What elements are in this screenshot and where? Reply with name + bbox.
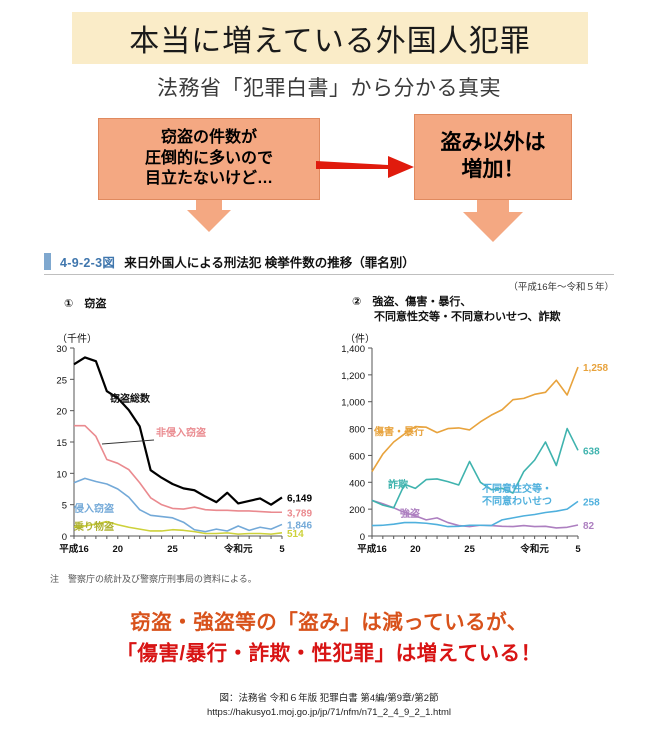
- svg-text:638: 638: [583, 446, 600, 457]
- source-line2: https://hakusyo1.moj.go.jp/jp/71/nfm/n71…: [207, 707, 451, 719]
- svg-text:不同意性交等・: 不同意性交等・: [482, 482, 552, 495]
- red-arrow-icon: [316, 152, 416, 187]
- callout-right-stem: [477, 200, 509, 212]
- svg-text:不同意わいせつ: 不同意わいせつ: [482, 495, 552, 508]
- svg-text:令和元: 令和元: [519, 543, 549, 555]
- conclusion-line2: 「傷害/暴行・詐欺・性犯罪」は増えている！: [116, 641, 542, 665]
- page-subtitle: 法務省「犯罪白書」から分かる真実: [157, 76, 501, 100]
- figure-number: 4-9-2-3図: [60, 256, 116, 270]
- panel2-unit: （件）: [345, 334, 375, 345]
- figure-accent-bar: [44, 253, 51, 270]
- conclusion-line1: 窃盗・強盗等の「盗み」は減っているが、: [130, 611, 528, 634]
- svg-text:400: 400: [349, 478, 365, 489]
- svg-text:強盗: 強盗: [400, 507, 420, 520]
- svg-text:0: 0: [62, 532, 67, 543]
- callout-right-down-arrow-icon: [463, 212, 523, 242]
- callout-right: 盗み以外は 増加！: [414, 114, 572, 242]
- svg-text:1,200: 1,200: [341, 371, 365, 382]
- callout-left-stem: [196, 200, 222, 210]
- svg-text:5: 5: [279, 544, 285, 555]
- figure-header: 4-9-2-3図 来日外国人による刑法犯 検挙件数の推移（罪名別）: [44, 252, 614, 271]
- chart-other-crimes: 0 200 400 600 800 1,000 1,200 1,400 平成16 20 25 令和元 5…: [332, 340, 622, 567]
- svg-text:6,149: 6,149: [287, 493, 312, 504]
- title-band: 本当に増えている外国人犯罪: [72, 12, 588, 64]
- svg-text:侵入窃盗: 侵入窃盗: [73, 502, 114, 515]
- svg-text:0: 0: [360, 532, 365, 543]
- svg-text:258: 258: [583, 497, 600, 508]
- callout-left: 窃盗の件数が 圧倒的に多いので 目立たないけど…: [98, 118, 320, 232]
- callout-left-line3: 目立たないけど…: [144, 170, 273, 188]
- figure-period: （平成16年～令和５年）: [508, 282, 614, 293]
- svg-text:非侵入窃盗: 非侵入窃盗: [156, 426, 206, 439]
- figure-note: 注 警察庁の統計及び警察庁刑事局の資料による。: [50, 574, 257, 584]
- svg-text:1,400: 1,400: [341, 344, 365, 355]
- figure-title: 来日外国人による刑法犯 検挙件数の推移（罪名別）: [124, 256, 415, 270]
- panel1-unit: （千件）: [57, 334, 97, 345]
- svg-text:傷害・暴行: 傷害・暴行: [373, 425, 424, 438]
- svg-text:3,789: 3,789: [287, 508, 312, 519]
- panel2-label-line2: 不同意性交等・不同意わいせつ、詐欺: [352, 310, 561, 323]
- svg-text:平成16: 平成16: [357, 543, 387, 555]
- callout-right-line1: 盗み以外は: [440, 131, 546, 155]
- svg-text:20: 20: [113, 544, 124, 555]
- svg-text:15: 15: [56, 438, 67, 449]
- svg-text:600: 600: [349, 451, 365, 462]
- page-title: 本当に増えている外国人犯罪: [129, 25, 531, 58]
- callout-left-box: 窃盗の件数が 圧倒的に多いので 目立たないけど…: [98, 118, 320, 200]
- svg-text:30: 30: [56, 344, 67, 355]
- svg-text:82: 82: [583, 521, 595, 532]
- callout-right-line2: 増加！: [461, 158, 525, 181]
- svg-text:5: 5: [575, 544, 581, 555]
- callout-right-box: 盗み以外は 増加！: [414, 114, 572, 200]
- svg-text:乗り物盗: 乗り物盗: [73, 520, 114, 533]
- svg-text:200: 200: [349, 505, 365, 516]
- panel2-label-line1: ② 強盗、傷害・暴行、: [352, 296, 472, 308]
- source-line1: 図：法務省 令和６年版 犯罪白書 第4編/第9章/第2節: [219, 693, 439, 704]
- svg-text:1,258: 1,258: [583, 363, 608, 374]
- conclusion: 窃盗・強盗等の「盗み」は減っているが、 「傷害/暴行・詐欺・性犯罪」は増えている…: [0, 608, 658, 670]
- svg-text:窃盗総数: 窃盗総数: [110, 392, 151, 405]
- svg-text:800: 800: [349, 425, 365, 436]
- svg-text:25: 25: [464, 544, 475, 555]
- svg-text:25: 25: [167, 544, 178, 555]
- svg-text:詐欺: 詐欺: [388, 478, 408, 491]
- svg-text:20: 20: [56, 407, 67, 418]
- svg-text:令和元: 令和元: [223, 543, 253, 555]
- callout-left-line2: 圧倒的に多いので: [144, 149, 273, 167]
- callout-left-down-arrow-icon: [187, 210, 231, 232]
- svg-text:1,000: 1,000: [341, 398, 365, 409]
- panel1-label: ① 窃盗: [64, 298, 107, 310]
- svg-text:20: 20: [410, 544, 421, 555]
- figure-divider: [44, 274, 614, 275]
- chart-theft: 0 5 10 15 20 25 30 平成16 20 25 令和元 5 6,149 3,789 1,846 5…: [44, 340, 330, 567]
- svg-text:平成16: 平成16: [59, 543, 89, 555]
- svg-text:514: 514: [287, 529, 304, 540]
- svg-text:10: 10: [56, 469, 67, 480]
- source-citation: 図：法務省 令和６年版 犯罪白書 第4編/第9章/第2節 https://hak…: [0, 692, 658, 721]
- svg-text:5: 5: [62, 501, 67, 512]
- svg-text:1,846: 1,846: [287, 520, 312, 531]
- panel2-label: ② 強盗、傷害・暴行、 不同意性交等・不同意わいせつ、詐欺: [352, 295, 561, 325]
- svg-text:25: 25: [56, 375, 67, 386]
- callout-left-line1: 窃盗の件数が: [160, 129, 257, 147]
